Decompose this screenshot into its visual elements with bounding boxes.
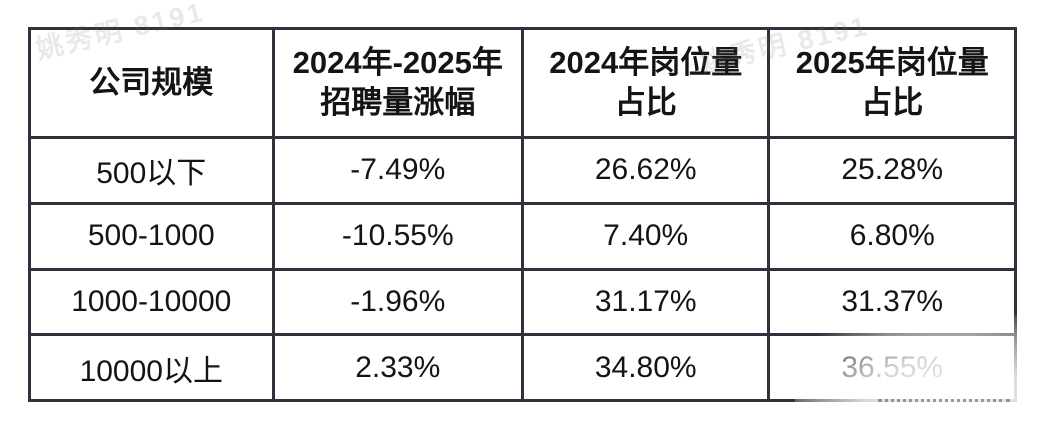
cell-2024-job-share: 7.40%	[520, 201, 771, 271]
table-row: 500以下 -7.49% 26.62% 25.28%	[28, 136, 1017, 205]
table-row: 500-1000 -10.55% 7.40% 6.80%	[28, 201, 1017, 271]
cell-2024-job-share: 31.17%	[520, 267, 771, 337]
company-size-table: 公司规模 2024年-2025年 招聘量涨幅 2024年岗位量 占比 2025年…	[28, 27, 1017, 402]
cell-company-size: 500以下	[28, 136, 275, 205]
cell-2025-job-share: 31.37%	[767, 267, 1017, 337]
cell-2024-job-share: 34.80%	[520, 333, 771, 402]
cell-hiring-growth: 2.33%	[271, 333, 524, 402]
column-header-2024-job-share: 2024年岗位量 占比	[520, 27, 771, 139]
cell-2025-job-share: 6.80%	[767, 201, 1017, 271]
cell-company-size: 500-1000	[28, 201, 275, 271]
table-header-row: 公司规模 2024年-2025年 招聘量涨幅 2024年岗位量 占比 2025年…	[28, 27, 1017, 139]
column-header-company-size: 公司规模	[28, 27, 275, 139]
cell-2024-job-share: 26.62%	[520, 136, 771, 205]
column-header-hiring-growth: 2024年-2025年 招聘量涨幅	[271, 27, 524, 139]
table-row: 1000-10000 -1.96% 31.17% 31.37%	[28, 267, 1017, 337]
table-row: 10000以上 2.33% 34.80% 36.55%	[28, 333, 1017, 402]
cell-hiring-growth: -10.55%	[271, 201, 524, 271]
cell-hiring-growth: -7.49%	[271, 136, 524, 205]
column-header-2025-job-share: 2025年岗位量 占比	[767, 27, 1017, 139]
cell-company-size: 10000以上	[28, 333, 275, 402]
cell-company-size: 1000-10000	[28, 267, 275, 337]
cell-2025-job-share: 36.55%	[767, 333, 1017, 402]
cell-2025-job-share: 25.28%	[767, 136, 1017, 205]
cell-hiring-growth: -1.96%	[271, 267, 524, 337]
